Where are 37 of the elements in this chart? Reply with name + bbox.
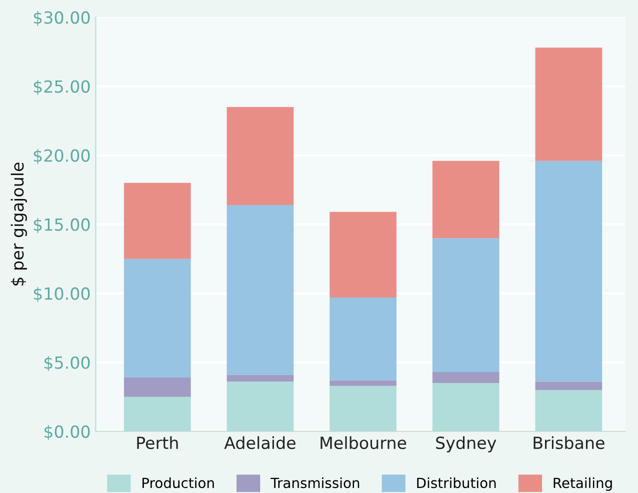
bar bbox=[124, 182, 191, 259]
y-tick-label: $30.00 bbox=[34, 10, 90, 26]
bar bbox=[535, 160, 602, 382]
x-tick-label: Adelaide bbox=[224, 436, 296, 450]
y-tick-label: $20.00 bbox=[34, 148, 90, 164]
bar bbox=[535, 48, 602, 161]
bar bbox=[226, 374, 294, 382]
x-tick-label: Perth bbox=[137, 436, 178, 450]
y-tick-label: $15.00 bbox=[34, 218, 90, 234]
bar bbox=[330, 297, 396, 380]
x-tick-label: Brisbane bbox=[534, 436, 604, 450]
bar bbox=[226, 382, 294, 432]
legend-label: Transmission bbox=[270, 477, 360, 488]
legend-label: Distribution bbox=[417, 477, 496, 488]
bar bbox=[432, 372, 500, 384]
bar bbox=[330, 212, 396, 298]
y-tick-label: $5.00 bbox=[44, 356, 90, 372]
bar bbox=[124, 396, 191, 432]
bar bbox=[432, 238, 500, 372]
y-tick-label: $0.00 bbox=[44, 425, 90, 440]
bar bbox=[124, 378, 191, 397]
bar bbox=[535, 382, 602, 390]
bar bbox=[330, 380, 396, 386]
bar bbox=[124, 258, 191, 378]
legend-label: Production bbox=[142, 477, 214, 488]
y-axis-title: $ per gigajoule bbox=[10, 162, 27, 286]
x-tick-label: Melbourne bbox=[320, 436, 406, 450]
legend-label: Retailing bbox=[554, 477, 612, 491]
bar bbox=[226, 204, 294, 375]
bar bbox=[432, 383, 500, 432]
x-tick-label: Sydney bbox=[436, 436, 496, 452]
bar bbox=[226, 106, 294, 205]
bar bbox=[535, 390, 602, 432]
bar bbox=[432, 160, 500, 238]
y-tick-label: $25.00 bbox=[34, 80, 90, 96]
bar bbox=[330, 386, 396, 432]
y-tick-label: $10.00 bbox=[34, 287, 90, 302]
